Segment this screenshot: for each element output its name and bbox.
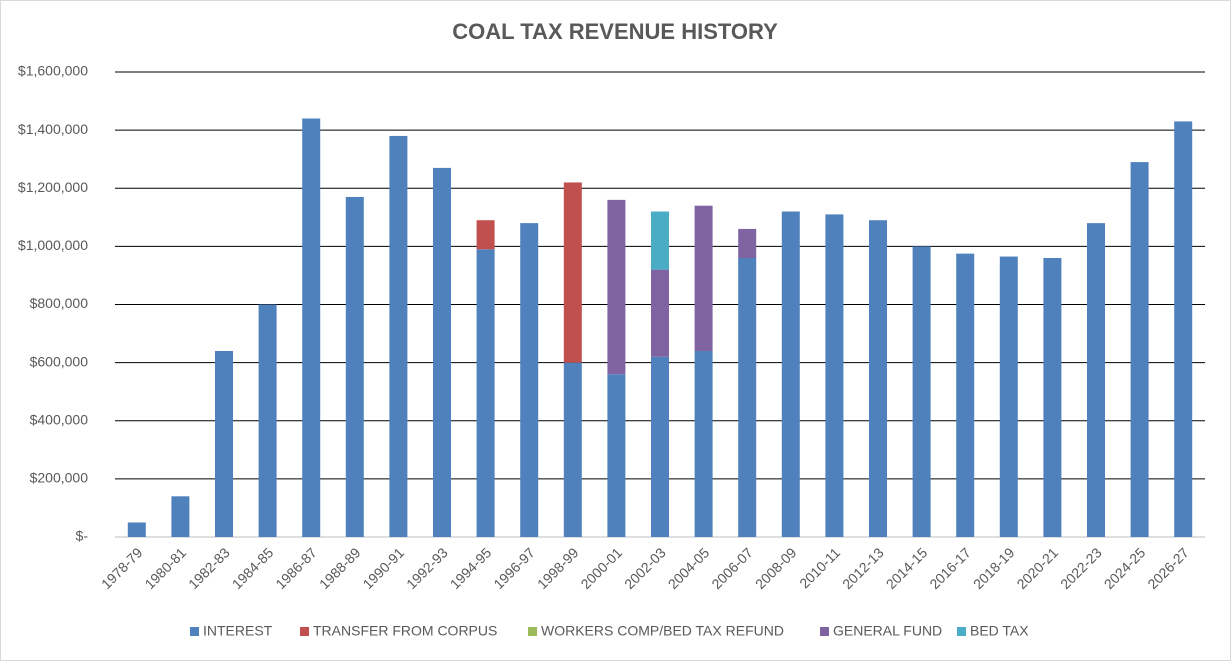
y-tick-label: $400,000	[30, 411, 89, 427]
legend-swatch	[820, 627, 829, 636]
legend-label: INTEREST	[203, 623, 273, 639]
bar-segment	[651, 269, 669, 357]
bar-segment	[433, 167, 451, 537]
bar-segment	[1087, 223, 1105, 537]
legend-swatch	[528, 627, 537, 636]
bar-segment	[869, 220, 887, 537]
bar-segment	[1043, 258, 1062, 537]
bar-segment	[912, 246, 931, 537]
bar-segment	[781, 211, 800, 537]
bar-segment	[302, 118, 321, 537]
bar-segment	[389, 135, 408, 537]
bar-segment	[520, 223, 539, 537]
bar-segment	[607, 199, 626, 375]
y-tick-label: $1,400,000	[18, 121, 88, 137]
legend-swatch	[300, 627, 309, 636]
y-tick-label: $1,000,000	[18, 237, 88, 253]
bar-segment	[476, 220, 495, 250]
chart-title: COAL TAX REVENUE HISTORY	[452, 19, 778, 44]
bar-segment	[215, 351, 233, 537]
bar-segment	[651, 356, 669, 537]
y-tick-label: $600,000	[30, 353, 89, 369]
bar-segment	[651, 211, 669, 270]
bar-segment	[956, 253, 975, 537]
bar-segment	[563, 182, 582, 363]
bar-segment	[825, 214, 844, 537]
legend-swatch	[957, 627, 966, 636]
bar-segment	[258, 304, 277, 537]
y-tick-label: $200,000	[30, 470, 89, 486]
y-tick-label: $1,600,000	[18, 63, 88, 79]
bar-segment	[694, 351, 713, 537]
y-tick-label: $-	[76, 528, 89, 544]
y-tick-label: $800,000	[30, 295, 89, 311]
bar-segment	[607, 374, 626, 537]
bar-segment	[476, 249, 495, 537]
bar-segment	[171, 496, 190, 537]
bar-segment	[738, 258, 757, 537]
legend-swatch	[190, 627, 199, 636]
bar-segment	[1130, 162, 1149, 537]
bar-segment	[1174, 121, 1193, 537]
legend-label: WORKERS COMP/BED TAX REFUND	[541, 623, 784, 639]
bar-segment	[345, 196, 364, 537]
bar-segment	[738, 228, 757, 258]
legend-label: GENERAL FUND	[833, 623, 942, 639]
legend-label: TRANSFER FROM CORPUS	[313, 623, 497, 639]
bar-segment	[563, 362, 582, 537]
y-tick-label: $1,200,000	[18, 179, 88, 195]
legend-label: BED TAX	[970, 623, 1029, 639]
bar-segment	[999, 256, 1018, 537]
bar-segment	[127, 522, 146, 537]
bar-segment	[694, 205, 713, 351]
